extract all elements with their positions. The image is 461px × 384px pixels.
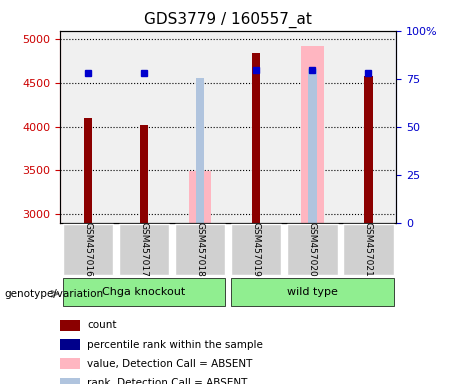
Text: GSM457017: GSM457017 bbox=[140, 222, 148, 277]
Text: GSM457021: GSM457021 bbox=[364, 222, 373, 277]
Text: genotype/variation: genotype/variation bbox=[5, 289, 104, 299]
Bar bbox=[84, 118, 92, 223]
Text: GSM457016: GSM457016 bbox=[83, 222, 93, 277]
Bar bbox=[60, 320, 79, 331]
Text: percentile rank within the sample: percentile rank within the sample bbox=[88, 339, 263, 349]
Text: GSM457020: GSM457020 bbox=[308, 222, 317, 277]
FancyBboxPatch shape bbox=[119, 224, 169, 275]
Bar bbox=[140, 125, 148, 223]
Bar bbox=[60, 378, 79, 384]
Text: value, Detection Call = ABSENT: value, Detection Call = ABSENT bbox=[88, 359, 253, 369]
FancyBboxPatch shape bbox=[231, 224, 282, 275]
FancyBboxPatch shape bbox=[63, 278, 225, 306]
FancyBboxPatch shape bbox=[231, 278, 394, 306]
Text: Chga knockout: Chga knockout bbox=[102, 287, 186, 297]
Text: wild type: wild type bbox=[287, 287, 338, 297]
Text: count: count bbox=[88, 320, 117, 330]
Bar bbox=[60, 358, 79, 369]
Text: GSM457018: GSM457018 bbox=[195, 222, 205, 277]
Bar bbox=[364, 76, 372, 223]
Title: GDS3779 / 160557_at: GDS3779 / 160557_at bbox=[144, 12, 312, 28]
Bar bbox=[196, 78, 204, 223]
Bar bbox=[301, 46, 324, 223]
Bar bbox=[308, 69, 317, 223]
Text: rank, Detection Call = ABSENT: rank, Detection Call = ABSENT bbox=[88, 378, 248, 384]
FancyBboxPatch shape bbox=[175, 224, 225, 275]
FancyBboxPatch shape bbox=[343, 224, 394, 275]
Bar bbox=[252, 53, 260, 223]
Bar bbox=[60, 339, 79, 350]
FancyBboxPatch shape bbox=[287, 224, 337, 275]
FancyBboxPatch shape bbox=[63, 224, 113, 275]
Bar bbox=[189, 171, 211, 223]
Text: GSM457019: GSM457019 bbox=[252, 222, 261, 277]
